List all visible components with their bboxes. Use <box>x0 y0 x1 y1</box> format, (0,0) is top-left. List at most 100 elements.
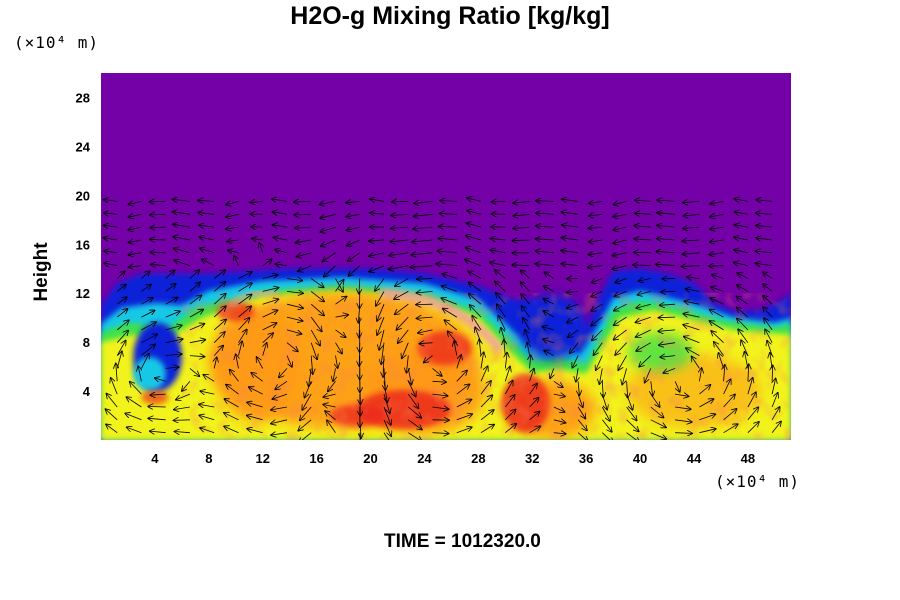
wind-arrow <box>602 432 613 440</box>
wind-arrow <box>104 263 118 266</box>
wind-arrow <box>286 329 301 334</box>
wind-arrow <box>141 334 157 344</box>
wind-arrow <box>734 237 748 240</box>
wind-arrow <box>116 297 127 305</box>
wind-arrow <box>300 406 312 420</box>
wind-arrow <box>116 331 128 343</box>
wind-arrow <box>127 427 142 434</box>
wind-arrow <box>333 368 336 381</box>
wind-arrow <box>747 422 759 433</box>
x-tick-label: 44 <box>687 451 702 466</box>
wind-arrow <box>529 369 534 382</box>
wind-arrow <box>213 270 225 279</box>
wind-arrow <box>226 227 239 229</box>
wind-arrow <box>657 213 676 215</box>
wind-arrow <box>262 275 278 279</box>
wind-arrow <box>763 284 773 292</box>
wind-arrow <box>763 307 773 318</box>
wind-arrow <box>310 303 324 315</box>
wind-arrow <box>252 239 263 241</box>
wind-arrow <box>683 325 700 331</box>
wind-arrow <box>271 433 288 435</box>
wind-arrow <box>756 238 773 240</box>
wind-arrow <box>692 357 700 369</box>
wind-arrow <box>699 368 701 382</box>
wind-arrow <box>440 201 457 202</box>
wind-arrow <box>383 432 390 440</box>
wind-arrow <box>562 212 579 214</box>
wind-arrow <box>302 393 312 410</box>
wind-arrow <box>570 342 579 354</box>
wind-arrow <box>763 272 773 279</box>
wind-arrow <box>544 272 555 279</box>
wind-arrow <box>238 283 252 292</box>
wind-arrow <box>262 299 279 305</box>
wind-arrow <box>710 310 724 318</box>
wind-arrow <box>369 253 385 256</box>
wind-arrow <box>116 364 117 382</box>
wind-arrow <box>262 259 272 267</box>
wind-arrow <box>748 364 749 382</box>
wind-arrow <box>407 355 409 373</box>
wind-arrow <box>262 323 277 331</box>
wind-arrow <box>591 303 603 311</box>
wind-arrow <box>683 201 700 202</box>
wind-arrow <box>636 342 651 351</box>
wind-arrow <box>236 355 239 369</box>
wind-arrow <box>165 354 182 356</box>
wind-arrow <box>543 327 554 330</box>
wind-arrow <box>138 366 141 382</box>
wind-arrow <box>173 212 190 215</box>
wind-arrow <box>239 341 243 356</box>
wind-arrow <box>577 419 587 431</box>
wind-arrow <box>174 407 190 410</box>
wind-arrow <box>199 404 215 407</box>
wind-arrow <box>299 432 312 440</box>
wind-arrow <box>213 332 225 343</box>
wind-arrow <box>772 379 776 395</box>
wind-arrow <box>530 355 531 369</box>
wind-arrow <box>257 357 264 369</box>
wind-arrow <box>226 385 239 395</box>
wind-arrow <box>394 291 409 299</box>
y-tick-label: 12 <box>76 286 90 301</box>
wind-arrow <box>699 429 715 434</box>
wind-arrow <box>504 367 510 382</box>
wind-arrow <box>150 252 166 253</box>
wind-arrow <box>657 200 676 201</box>
wind-arrow <box>189 282 200 292</box>
wind-arrow <box>480 410 494 421</box>
wind-arrow <box>635 213 651 214</box>
wind-arrow <box>467 211 482 215</box>
wind-arrow <box>325 411 336 421</box>
wind-arrow <box>150 394 166 395</box>
wind-arrow <box>202 259 215 267</box>
wind-arrow <box>480 366 488 382</box>
wind-arrow <box>710 298 724 305</box>
wind-arrow <box>639 355 652 367</box>
wind-arrow <box>505 410 515 421</box>
wind-arrow <box>504 395 514 408</box>
wind-arrow <box>106 424 118 434</box>
wind-arrow <box>424 355 433 363</box>
wind-arrow <box>638 291 651 294</box>
wind-arrow <box>615 279 627 283</box>
wind-arrow <box>498 316 506 331</box>
wind-arrow <box>712 275 724 279</box>
wind-arrow <box>349 265 361 276</box>
wind-arrow <box>442 286 457 292</box>
wind-arrow <box>262 288 279 292</box>
wind-arrow <box>150 431 166 433</box>
wind-arrow <box>402 342 409 359</box>
wind-arrow <box>470 305 482 318</box>
wind-arrow <box>286 279 302 281</box>
wind-arrow <box>513 227 530 228</box>
wind-arrow <box>675 433 692 434</box>
wind-arrow <box>738 273 749 279</box>
wind-arrow <box>346 201 360 202</box>
wind-arrow <box>639 279 651 282</box>
wind-arrow <box>634 226 651 227</box>
wind-arrow <box>369 265 385 272</box>
wind-arrow <box>391 227 409 228</box>
wind-arrow <box>561 264 579 266</box>
